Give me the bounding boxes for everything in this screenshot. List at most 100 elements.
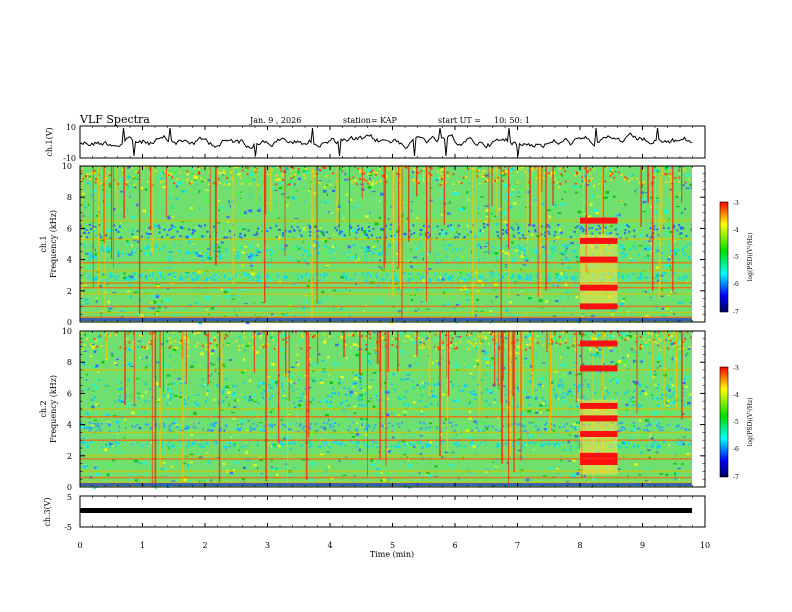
spectrogram-cell: [552, 429, 555, 433]
spectrogram-cell: [490, 272, 493, 275]
spectrogram-cell: [98, 379, 101, 382]
spectrogram-cell: [484, 437, 487, 439]
spectrogram-cell: [257, 467, 258, 470]
spectrogram-cell: [127, 308, 130, 311]
spectrogram-cell: [210, 339, 213, 342]
spectrogram-cell: [173, 346, 178, 350]
spectrogram-cell: [434, 345, 437, 348]
spectrogram-cell: [386, 426, 389, 429]
spectrogram-cell: [574, 440, 577, 443]
spectrogram-cell: [681, 463, 684, 465]
spectrogram-cell: [531, 421, 534, 424]
spectrogram-cell: [485, 399, 488, 402]
spectrogram-cell: [541, 202, 545, 206]
spectrogram-cell: [184, 220, 189, 224]
spectrogram-cell: [595, 212, 599, 215]
spectrogram-cell: [112, 292, 117, 294]
spectrogram-cell: [531, 168, 534, 171]
spectrogram-cell: [317, 244, 320, 248]
spectrogram-cell: [612, 195, 616, 198]
spectrogram-cell: [569, 388, 572, 391]
spectrogram-cell: [109, 240, 113, 243]
spectrogram-cell: [495, 428, 498, 431]
spectrogram-cell: [368, 174, 373, 176]
spectrogram-cell: [133, 183, 136, 186]
spectrogram-cell: [649, 377, 651, 381]
spectrogram-cell: [597, 348, 602, 351]
spectrogram-cell: [561, 263, 564, 265]
spectrogram-cell: [409, 396, 412, 399]
spectrogram-cell: [420, 275, 423, 278]
spectrogram-cell: [159, 181, 162, 184]
spectrogram-cell: [563, 395, 566, 398]
spectrogram-cell: [550, 246, 553, 249]
spectrogram-cell: [563, 170, 566, 173]
spectrogram-cell: [376, 468, 380, 471]
spectrogram-cell: [94, 279, 97, 282]
spectrogram-cell: [318, 279, 321, 282]
spectrogram-cell: [552, 284, 555, 287]
spectrogram-cell: [656, 441, 659, 444]
spectrogram-cell: [390, 379, 393, 381]
spectrogram-cell: [564, 244, 567, 247]
spectrogram-cell: [248, 429, 251, 432]
spectrogram-cell: [290, 221, 293, 224]
spectrogram-cell: [632, 401, 637, 403]
spectrogram-cell: [513, 202, 517, 205]
spectrogram-cell: [446, 276, 449, 279]
spectrogram-cell: [225, 182, 228, 185]
spectrogram-cell: [413, 293, 416, 296]
spectrogram-cell: [265, 202, 268, 204]
spectrogram-cell: [206, 248, 210, 250]
spectrogram-cell: [353, 412, 357, 415]
spectrogram-cell: [644, 198, 649, 201]
start-ut-label: start UT =: [438, 116, 481, 125]
spectrogram-cell: [531, 233, 534, 237]
spectrogram-cell: [269, 226, 272, 229]
spectrogram-cell: [132, 176, 135, 178]
spectrogram-cell: [355, 231, 358, 234]
spectrogram-cell: [265, 274, 268, 277]
spectrogram-cell: [90, 427, 92, 430]
spectrogram-cell: [93, 396, 96, 399]
spectrogram-cell: [110, 352, 114, 355]
spectrogram-cell: [138, 426, 142, 430]
spectrogram-cell: [236, 173, 241, 176]
spectrogram-cell: [403, 414, 407, 416]
spectrogram-cell: [155, 310, 160, 312]
spectrogram-cell: [577, 399, 579, 402]
spectrogram-cell: [549, 278, 552, 281]
spectrogram-cell: [498, 348, 501, 351]
spectrogram-cell: [131, 425, 133, 428]
spectrogram-cell: [280, 348, 284, 351]
spectrogram-cell: [622, 426, 625, 429]
spectrogram-cell: [314, 240, 319, 243]
spectrogram-cell: [208, 313, 210, 316]
spectrogram-cell: [263, 382, 266, 385]
spectrogram-cell: [505, 400, 508, 403]
spectrogram-cell: [582, 227, 585, 230]
spectrogram-cell: [520, 255, 524, 258]
spectrogram-cell: [308, 426, 311, 429]
spectrogram-cell: [323, 333, 326, 336]
spectrogram-cell: [376, 446, 378, 449]
spectrogram-cell: [221, 400, 224, 403]
spectrogram-cell: [656, 279, 661, 282]
spectrogram-cell: [282, 397, 286, 399]
spectrogram-sferic: [475, 166, 477, 293]
spectrogram-cell: [656, 397, 659, 400]
spectrogram-cell: [576, 386, 579, 389]
spectrogram-cell: [414, 310, 418, 312]
spectrogram-cell: [235, 314, 238, 316]
spectrogram-cell: [667, 258, 669, 261]
spectrogram-cell: [197, 189, 199, 191]
spectrogram-cell: [274, 386, 276, 388]
spectrogram-cell: [379, 236, 382, 239]
spectrogram-cell: [346, 193, 348, 196]
spectrogram-cell: [290, 169, 293, 172]
spectrogram-cell: [626, 354, 630, 358]
spectrogram-cell: [436, 225, 439, 228]
spectrogram-cell: [199, 252, 201, 255]
spectrogram-cell: [466, 429, 470, 432]
spectrogram-cell: [540, 385, 542, 388]
